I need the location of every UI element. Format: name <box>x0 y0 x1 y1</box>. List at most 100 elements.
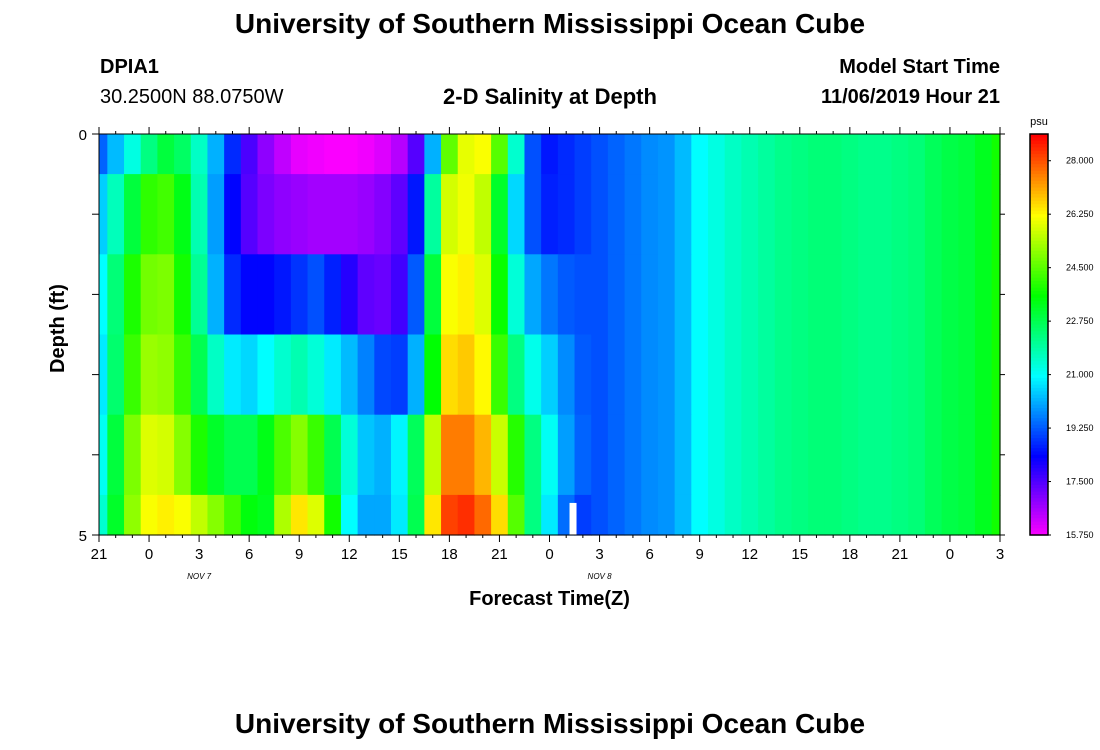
colorbar-segment <box>1030 177 1048 182</box>
colorbar-segment <box>1030 434 1048 439</box>
heatmap-cell <box>507 254 526 336</box>
heatmap-cell <box>307 494 325 536</box>
heatmap-cell <box>424 174 442 255</box>
heatmap-cell <box>791 174 809 255</box>
heatmap-cell <box>557 174 576 255</box>
heatmap-cell <box>724 414 742 496</box>
colorbar-segment <box>1030 327 1048 332</box>
heatmap-cell <box>240 254 259 336</box>
heatmap-cell <box>307 174 325 255</box>
heatmap-cell <box>390 134 409 175</box>
heatmap-cell <box>99 334 108 416</box>
heatmap-cell <box>357 134 375 175</box>
heatmap-cell <box>374 494 392 536</box>
heatmap-cell <box>407 334 425 416</box>
colorbar-segment <box>1030 494 1048 499</box>
heatmap-cell <box>607 134 626 175</box>
heatmap-cell <box>307 254 325 336</box>
heatmap-cell <box>390 334 409 416</box>
colorbar-segment <box>1030 448 1048 453</box>
colorbar-segment <box>1030 250 1048 255</box>
x-tick-label: 18 <box>441 546 458 563</box>
heatmap-cell <box>491 134 509 175</box>
x-tick-label: 12 <box>341 546 358 563</box>
x-tick-label: 9 <box>695 546 703 563</box>
heatmap-cell <box>924 494 943 536</box>
colorbar-segment <box>1030 498 1048 503</box>
colorbar-segment <box>1030 331 1048 336</box>
heatmap-cell <box>924 414 943 496</box>
heatmap-cell <box>99 414 108 496</box>
missing-data-gap <box>569 502 577 535</box>
heatmap-cell <box>858 414 876 496</box>
heatmap-cell <box>624 254 642 336</box>
heatmap-cell <box>874 174 893 255</box>
colorbar-label: 15.750 <box>1066 530 1094 540</box>
heatmap-cell <box>174 414 192 496</box>
heatmap-cell <box>674 254 692 336</box>
heatmap-cell <box>390 174 409 255</box>
colorbar-segment <box>1030 321 1048 326</box>
colorbar-segment <box>1030 301 1048 306</box>
colorbar-segment <box>1030 257 1048 262</box>
colorbar-segment <box>1030 474 1048 479</box>
heatmap-cell <box>274 414 292 496</box>
heatmap-cell <box>941 174 959 255</box>
colorbar-segment <box>1030 391 1048 396</box>
heatmap-cell <box>741 494 759 536</box>
heatmap-cell <box>524 134 542 175</box>
x-axis-label: Forecast Time(Z) <box>469 588 630 610</box>
heatmap-cell <box>174 494 192 536</box>
colorbar-segment <box>1030 511 1048 516</box>
heatmap-cell <box>124 254 142 336</box>
heatmap-cell <box>491 254 509 336</box>
heatmap-cell <box>407 174 425 255</box>
y-tick-label: 0 <box>79 127 87 144</box>
heatmap-cell <box>924 334 943 416</box>
heatmap-cell <box>958 414 976 496</box>
heatmap-cell <box>424 414 442 496</box>
heatmap-cell <box>607 254 626 336</box>
heatmap-cell <box>99 134 108 175</box>
heatmap-cell <box>958 174 976 255</box>
heatmap-cell <box>958 494 976 536</box>
heatmap-cell <box>991 174 1001 255</box>
colorbar-segment <box>1030 431 1048 436</box>
heatmap-cell <box>858 494 876 536</box>
heatmap-cell <box>441 494 459 536</box>
heatmap-cell <box>274 174 292 255</box>
colorbar-segment <box>1030 214 1048 219</box>
heatmap-cell <box>824 494 843 536</box>
heatmap-cells <box>99 134 1001 536</box>
colorbar-segment <box>1030 220 1048 225</box>
heatmap-cell <box>324 334 342 416</box>
colorbar-segment <box>1030 167 1048 172</box>
colorbar-segment <box>1030 281 1048 285</box>
heatmap-cell <box>240 174 259 255</box>
heatmap-cell <box>340 174 359 255</box>
colorbar-segment <box>1030 184 1048 189</box>
colorbar-label: 24.500 <box>1066 263 1094 273</box>
heatmap-cell <box>741 174 759 255</box>
heatmap-cell <box>974 334 993 416</box>
colorbar-segment <box>1030 484 1048 489</box>
heatmap-cell <box>224 334 242 416</box>
heatmap-cell <box>641 494 659 536</box>
heatmap-cell <box>958 254 976 336</box>
heatmap-cell <box>290 134 309 175</box>
heatmap-cell <box>741 414 759 496</box>
heatmap-cell <box>607 174 626 255</box>
colorbar-segment <box>1030 421 1048 426</box>
colorbar-segment <box>1030 458 1048 463</box>
heatmap-cell <box>524 414 542 496</box>
heatmap-cell <box>724 174 742 255</box>
colorbar-segment <box>1030 150 1048 155</box>
heatmap-cell <box>474 494 492 536</box>
heatmap-cell <box>340 134 359 175</box>
heatmap-cell <box>624 494 642 536</box>
colorbar-segment <box>1030 204 1048 209</box>
heatmap-cell <box>257 494 275 536</box>
heatmap-cell <box>758 414 776 496</box>
heatmap-cell <box>758 174 776 255</box>
heatmap-cell <box>991 334 1001 416</box>
